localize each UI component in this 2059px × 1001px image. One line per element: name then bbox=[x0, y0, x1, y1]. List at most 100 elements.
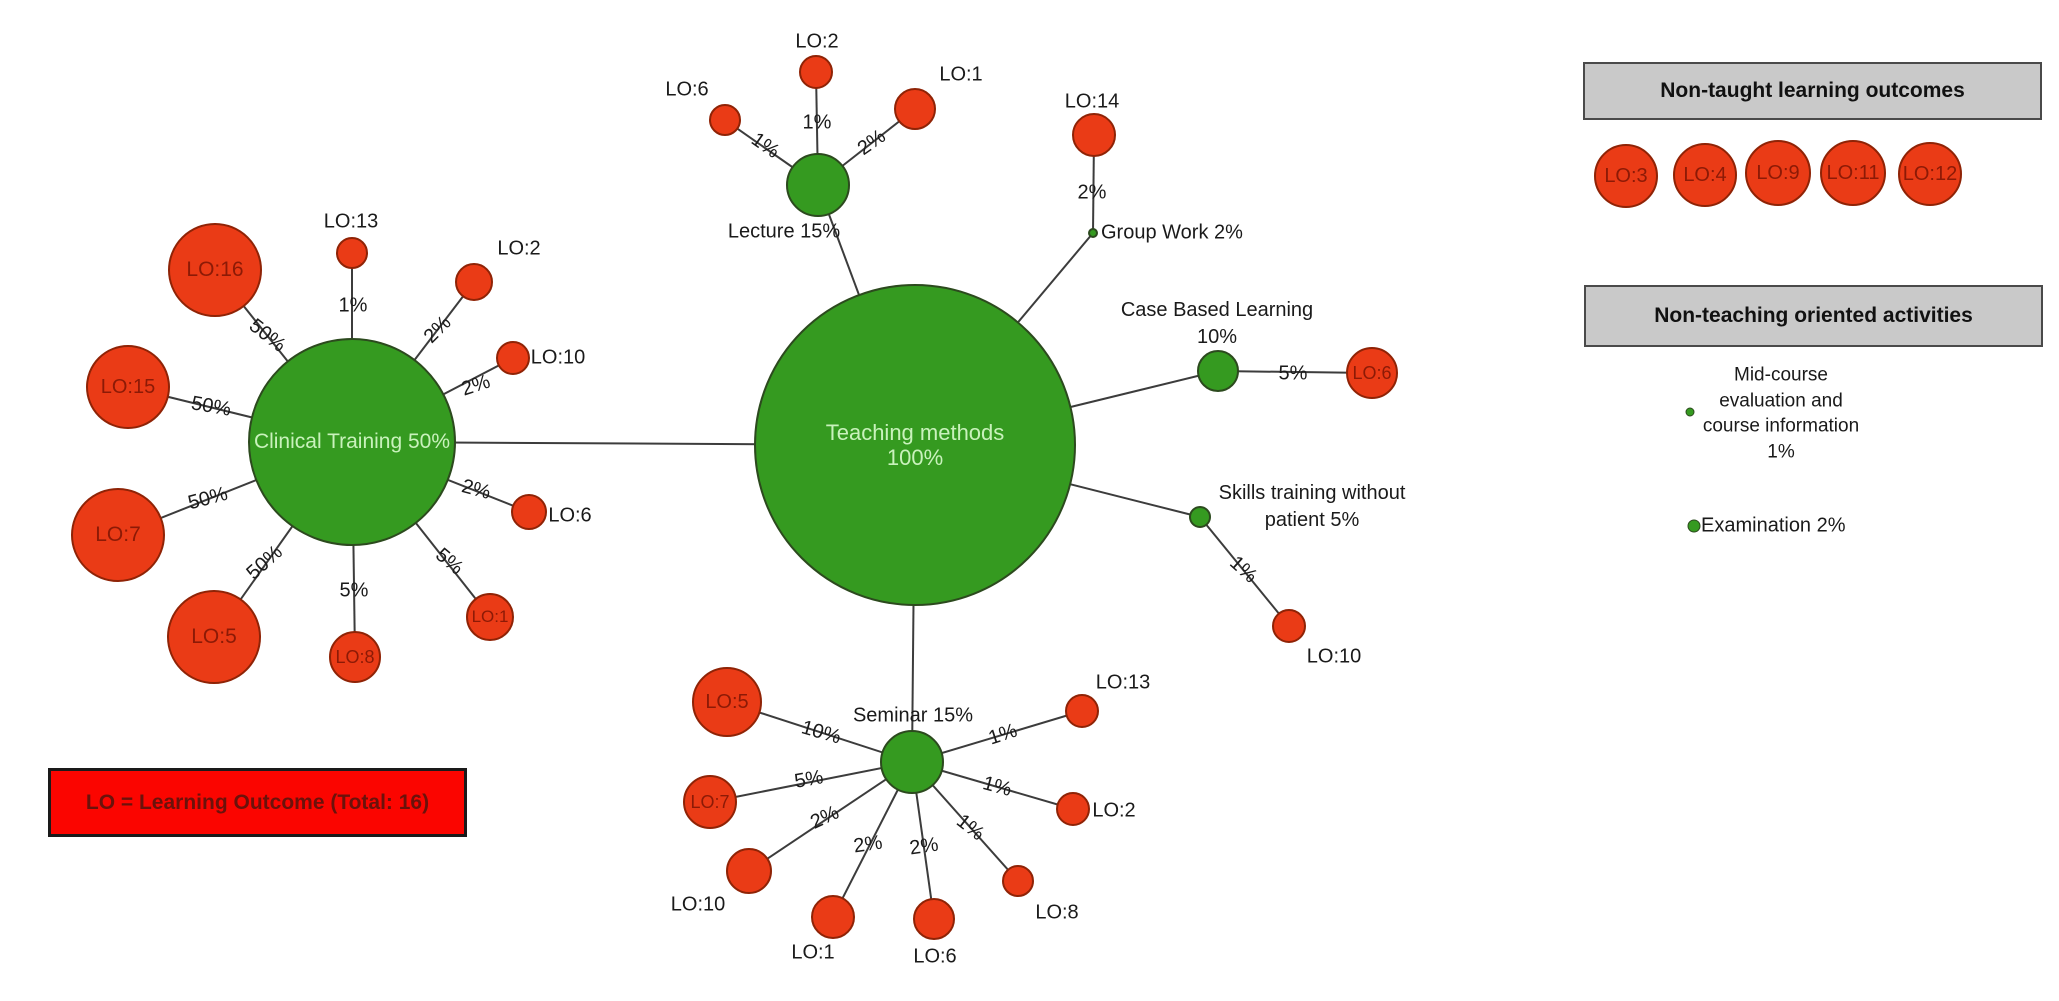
lo-label: LO:9 bbox=[1756, 161, 1800, 184]
edge-pct: 5% bbox=[792, 766, 826, 793]
lo-label: LO:5 bbox=[191, 624, 237, 648]
midcourse-dot bbox=[1685, 407, 1695, 417]
seminar-lo1-label: LO:1 bbox=[791, 941, 835, 964]
edge-pct: 2% bbox=[908, 833, 940, 860]
lo-note-box: LO = Learning Outcome (Total: 16) bbox=[48, 768, 467, 837]
group-work-label: Group Work 2% bbox=[1101, 221, 1243, 244]
groupwork-lo14-label: LO:14 bbox=[1064, 90, 1120, 113]
node-lecture bbox=[786, 153, 850, 217]
midcourse-line2: evaluation and bbox=[1719, 390, 1843, 412]
lo-label: LO:12 bbox=[1902, 162, 1958, 185]
lecture-lo2-label: LO:2 bbox=[795, 30, 839, 53]
node-case-based-learning bbox=[1197, 350, 1239, 392]
node-seminar-lo1 bbox=[811, 895, 855, 939]
node-clinical-lo6 bbox=[511, 494, 547, 530]
examination-dot bbox=[1687, 519, 1701, 533]
node-lecture-lo2 bbox=[799, 55, 833, 89]
lo-note-label: LO = Learning Outcome (Total: 16) bbox=[85, 790, 430, 814]
edge-pct: 2% bbox=[1077, 181, 1107, 204]
legend-non-taught-header: Non-taught learning outcomes bbox=[1583, 62, 2042, 120]
edge-pct: 1% bbox=[338, 294, 368, 317]
seminar-lo13-label: LO:13 bbox=[1095, 671, 1151, 694]
examination-label: Examination 2% bbox=[1701, 514, 1846, 537]
lo-label: LO:4 bbox=[1683, 163, 1727, 186]
skills-training-label: Skills training without patient 5% bbox=[1219, 480, 1406, 534]
node-seminar-lo2 bbox=[1056, 792, 1090, 826]
node-cbl-lo6: LO:6 bbox=[1346, 347, 1398, 399]
edge-pct: 5% bbox=[339, 579, 369, 602]
legend-non-teaching-header: Non-teaching oriented activities bbox=[1584, 285, 2043, 347]
node-skills-training bbox=[1189, 506, 1211, 528]
seminar-lo8-label: LO:8 bbox=[1035, 901, 1079, 924]
node-clinical-lo13 bbox=[336, 237, 368, 269]
edge-pct: 2% bbox=[852, 831, 884, 858]
seminar-lo6-label: LO:6 bbox=[913, 945, 957, 968]
node-clinical-lo15: LO:15 bbox=[86, 345, 170, 429]
seminar-label: Seminar 15% bbox=[852, 704, 974, 727]
lo-label: LO:7 bbox=[690, 791, 730, 812]
skills-label-line2: patient 5% bbox=[1264, 509, 1360, 531]
node-lecture-lo1 bbox=[894, 88, 936, 130]
clinical-lo13-label: LO:13 bbox=[323, 210, 379, 233]
lo-label: LO:16 bbox=[186, 257, 244, 281]
node-clinical-lo16: LO:16 bbox=[168, 223, 262, 317]
lo-label: LO:3 bbox=[1604, 164, 1648, 187]
seminar-lo10-label: LO:10 bbox=[670, 893, 726, 916]
lo-label: LO:15 bbox=[100, 375, 156, 398]
node-group-work bbox=[1088, 228, 1098, 238]
case-based-learning-label: Case Based Learning 10% bbox=[1121, 297, 1313, 351]
lo-label: LO:1 bbox=[471, 607, 509, 627]
lo-label: LO:5 bbox=[705, 690, 749, 713]
skills-label-line1: Skills training without bbox=[1218, 482, 1406, 504]
teaching-methods-pct: 100% bbox=[886, 445, 944, 470]
node-skills-lo10 bbox=[1272, 609, 1306, 643]
clinical-lo10-label: LO:10 bbox=[530, 346, 586, 369]
lecture-lo6-label: LO:6 bbox=[665, 78, 709, 101]
node-seminar-lo5: LO:5 bbox=[692, 667, 762, 737]
node-legend-lo4: LO:4 bbox=[1673, 143, 1737, 207]
midcourse-line4: 1% bbox=[1767, 441, 1795, 463]
node-seminar bbox=[880, 730, 944, 794]
node-seminar-lo7: LO:7 bbox=[683, 775, 737, 829]
node-legend-lo12: LO:12 bbox=[1898, 142, 1962, 206]
node-clinical-training: Clinical Training 50% bbox=[248, 338, 456, 546]
node-legend-lo11: LO:11 bbox=[1820, 140, 1886, 206]
lo-label: LO:11 bbox=[1826, 161, 1880, 184]
node-legend-lo3: LO:3 bbox=[1594, 144, 1658, 208]
midcourse-label: Mid-course evaluation and course informa… bbox=[1703, 363, 1859, 466]
seminar-lo2-label: LO:2 bbox=[1092, 799, 1136, 822]
lo-label: LO:8 bbox=[335, 646, 375, 667]
clinical-training-label: Clinical Training 50% bbox=[253, 429, 451, 453]
legend-non-teaching-title: Non-teaching oriented activities bbox=[1654, 304, 1973, 327]
node-groupwork-lo14 bbox=[1072, 113, 1116, 157]
edge-pct: 5% bbox=[1278, 362, 1308, 385]
edge-pct: 1% bbox=[802, 111, 832, 134]
node-lecture-lo6 bbox=[709, 104, 741, 136]
node-seminar-lo10 bbox=[726, 848, 772, 894]
node-clinical-lo8: LO:8 bbox=[329, 631, 381, 683]
lo-label: LO:7 bbox=[95, 522, 141, 546]
midcourse-line3: course information bbox=[1702, 416, 1860, 437]
node-clinical-lo1: LO:1 bbox=[466, 593, 514, 641]
lecture-label: Lecture 15% bbox=[727, 220, 841, 243]
legend-non-taught-title: Non-taught learning outcomes bbox=[1660, 79, 1965, 102]
node-teaching-methods: Teaching methods 100% bbox=[754, 284, 1076, 606]
skills-lo10-label: LO:10 bbox=[1306, 645, 1362, 668]
clinical-lo6-label: LO:6 bbox=[548, 504, 592, 527]
node-clinical-lo7: LO:7 bbox=[71, 488, 165, 582]
lo-label: LO:6 bbox=[1352, 362, 1392, 383]
midcourse-line1: Mid-course bbox=[1734, 364, 1828, 386]
node-clinical-lo10 bbox=[496, 341, 530, 375]
cbl-label-line1: Case Based Learning bbox=[1120, 299, 1314, 321]
node-legend-lo9: LO:9 bbox=[1745, 140, 1811, 206]
cbl-label-line2: 10% bbox=[1196, 326, 1238, 348]
node-seminar-lo13 bbox=[1065, 694, 1099, 728]
node-seminar-lo6 bbox=[913, 898, 955, 940]
lecture-lo1-label: LO:1 bbox=[939, 63, 983, 86]
clinical-lo2-label: LO:2 bbox=[497, 237, 541, 260]
node-seminar-lo8 bbox=[1002, 865, 1034, 897]
teaching-methods-label: Teaching methods bbox=[825, 419, 1005, 445]
node-clinical-lo5: LO:5 bbox=[167, 590, 261, 684]
node-clinical-lo2 bbox=[455, 263, 493, 301]
